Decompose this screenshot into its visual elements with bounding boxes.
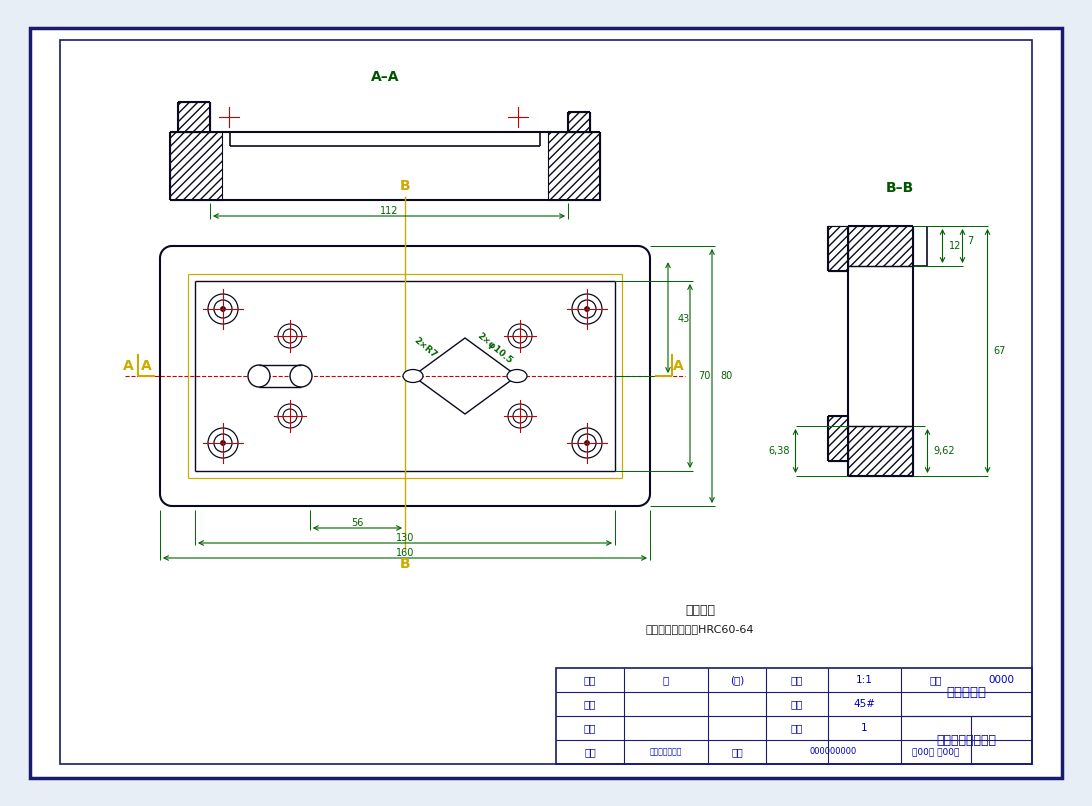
Text: 数量: 数量 — [791, 723, 804, 733]
Circle shape — [584, 441, 590, 446]
Text: 112: 112 — [380, 206, 399, 216]
Text: 要求凸模热处理达HRC60-64: 要求凸模热处理达HRC60-64 — [645, 624, 755, 634]
Bar — [60, 40, 1032, 764]
Text: 000000000: 000000000 — [810, 747, 857, 757]
Text: 样: 样 — [663, 675, 669, 685]
Text: 9,62: 9,62 — [934, 446, 956, 456]
Text: B–B: B–B — [886, 181, 914, 195]
Text: 建级: 建级 — [584, 747, 596, 757]
Text: A: A — [141, 359, 152, 373]
Text: 2×φ10.5: 2×φ10.5 — [476, 330, 514, 365]
Bar — [548, 132, 600, 200]
Text: 新乡职业技术学院: 新乡职业技术学院 — [937, 733, 997, 746]
Text: 图号: 图号 — [929, 675, 942, 685]
Text: 设计: 设计 — [584, 675, 596, 685]
Text: 70: 70 — [698, 371, 711, 381]
Text: 7: 7 — [968, 236, 974, 246]
Text: 12: 12 — [949, 241, 961, 251]
Text: A–A: A–A — [371, 70, 400, 84]
Bar — [828, 226, 847, 271]
Text: 160: 160 — [395, 548, 414, 558]
Text: 0000: 0000 — [988, 675, 1014, 685]
Text: 6,38: 6,38 — [768, 446, 790, 456]
Bar — [170, 132, 222, 200]
Bar — [556, 668, 1032, 764]
Text: 43: 43 — [678, 314, 690, 324]
Text: 材料: 材料 — [791, 699, 804, 709]
Circle shape — [248, 365, 270, 387]
Text: 共00张 第00页: 共00张 第00页 — [912, 747, 960, 757]
Bar — [568, 112, 590, 132]
Text: B: B — [400, 557, 411, 571]
Circle shape — [221, 306, 226, 311]
Text: 1:1: 1:1 — [856, 675, 873, 685]
Text: 80: 80 — [720, 371, 733, 381]
Text: 130: 130 — [395, 533, 414, 543]
Bar — [847, 426, 913, 476]
Text: A: A — [122, 359, 133, 373]
Text: 2×R7: 2×R7 — [412, 336, 438, 360]
Text: 校核: 校核 — [584, 699, 596, 709]
Circle shape — [290, 365, 312, 387]
Text: 67: 67 — [994, 346, 1006, 356]
Text: 学号: 学号 — [732, 747, 743, 757]
Text: 凸模固定板: 凸模固定板 — [947, 685, 986, 699]
Circle shape — [221, 441, 226, 446]
Text: 比例: 比例 — [791, 675, 804, 685]
Ellipse shape — [403, 369, 423, 383]
Ellipse shape — [507, 369, 527, 383]
Text: A: A — [673, 359, 684, 373]
Text: 审核: 审核 — [584, 723, 596, 733]
Text: 45#: 45# — [854, 699, 876, 709]
Text: 56: 56 — [352, 518, 364, 528]
Bar — [847, 226, 913, 266]
Text: (图): (图) — [729, 675, 744, 685]
Text: 1: 1 — [862, 723, 868, 733]
Circle shape — [584, 306, 590, 311]
Bar — [178, 102, 210, 132]
Bar — [828, 416, 847, 461]
Text: B: B — [400, 179, 411, 193]
Text: 技术要求: 技术要求 — [685, 604, 715, 617]
Text: 仿制材料制造库: 仿制材料制造库 — [650, 747, 682, 757]
